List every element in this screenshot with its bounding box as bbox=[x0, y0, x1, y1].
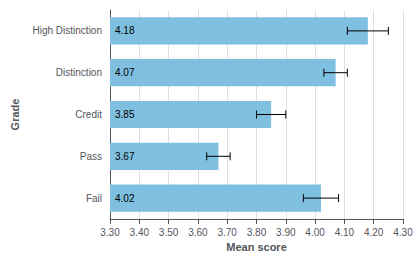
svg-text:High Distinction: High Distinction bbox=[33, 25, 102, 36]
svg-text:3.50: 3.50 bbox=[159, 227, 179, 238]
svg-text:4.02: 4.02 bbox=[115, 193, 135, 204]
svg-text:Credit: Credit bbox=[75, 109, 102, 120]
svg-text:4.18: 4.18 bbox=[115, 25, 135, 36]
svg-text:3.67: 3.67 bbox=[115, 151, 135, 162]
svg-text:4.20: 4.20 bbox=[364, 227, 384, 238]
svg-text:3.70: 3.70 bbox=[217, 227, 237, 238]
svg-text:3.90: 3.90 bbox=[276, 227, 296, 238]
svg-text:4.07: 4.07 bbox=[115, 67, 135, 78]
svg-text:Grade: Grade bbox=[9, 99, 21, 131]
svg-text:Fail: Fail bbox=[86, 193, 102, 204]
svg-text:Distinction: Distinction bbox=[56, 67, 102, 78]
svg-text:3.30: 3.30 bbox=[100, 227, 120, 238]
svg-text:Mean score: Mean score bbox=[226, 241, 287, 253]
svg-text:3.85: 3.85 bbox=[115, 109, 135, 120]
svg-text:3.60: 3.60 bbox=[188, 227, 208, 238]
svg-text:4.30: 4.30 bbox=[393, 227, 413, 238]
svg-text:4.00: 4.00 bbox=[305, 227, 325, 238]
svg-text:3.80: 3.80 bbox=[247, 227, 267, 238]
svg-text:Pass: Pass bbox=[80, 151, 102, 162]
svg-text:3.40: 3.40 bbox=[130, 227, 150, 238]
svg-text:4.10: 4.10 bbox=[335, 227, 355, 238]
